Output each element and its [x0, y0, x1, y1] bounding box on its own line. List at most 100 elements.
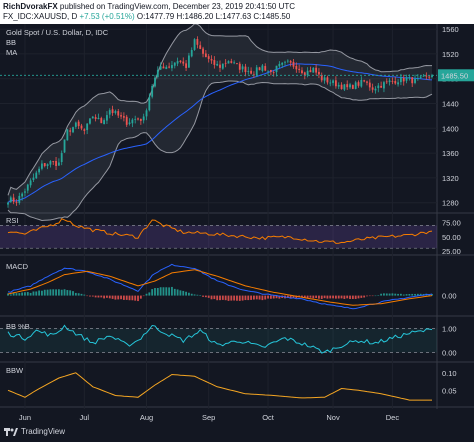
- candle-body: [159, 66, 162, 70]
- candle-body: [255, 67, 258, 76]
- macd-histogram-bar: [318, 295, 320, 299]
- candle-body: [301, 70, 303, 74]
- candle-body: [405, 77, 408, 81]
- macd-signal-line: [7, 269, 433, 306]
- macd-histogram-bar: [267, 295, 269, 299]
- candle-body: [278, 63, 281, 67]
- candle-body: [21, 193, 24, 197]
- price-tick-label: 1400: [442, 124, 459, 133]
- candle-body: [399, 76, 402, 83]
- candle-body: [94, 117, 97, 119]
- candle-body: [55, 160, 57, 166]
- candle-body: [275, 65, 278, 73]
- last-price-label: 1485.50: [441, 71, 468, 80]
- candle-body: [165, 66, 168, 70]
- candle-body: [431, 75, 433, 78]
- candle-body: [428, 76, 431, 78]
- candle-body: [368, 82, 371, 88]
- macd-histogram-bar: [86, 295, 89, 297]
- last-price-tag: [438, 69, 474, 82]
- macd-histogram-bar: [108, 295, 111, 299]
- pane-background: [0, 364, 436, 406]
- candle-body: [202, 48, 204, 54]
- candle-body: [74, 122, 77, 127]
- candle-body: [253, 74, 255, 76]
- macd-histogram-bar: [363, 295, 366, 298]
- macd-histogram-bar: [408, 294, 411, 296]
- macd-histogram-bar: [402, 294, 405, 296]
- macd-histogram-bar: [185, 291, 187, 296]
- candle-body: [199, 45, 202, 49]
- macd-histogram-bar: [366, 295, 368, 297]
- macd-histogram-bar: [60, 289, 63, 296]
- publish-info: published on TradingView.com, December 2…: [59, 2, 296, 11]
- rsi-title: RSI: [6, 216, 19, 225]
- macd-histogram-bar: [354, 295, 357, 299]
- candle-body: [43, 163, 46, 167]
- publish-header: RichDvorakFX published on TradingView.co…: [0, 0, 474, 24]
- rsi-tick-label: 25.00: [442, 247, 461, 256]
- bbw-tick-label: 0.10: [442, 369, 457, 378]
- macd-histogram-bar: [233, 295, 236, 301]
- macd-histogram-bar: [18, 293, 21, 296]
- pane-background: [0, 320, 436, 361]
- candle-body: [137, 118, 139, 120]
- macd-histogram-bar: [97, 295, 100, 298]
- candle-body: [210, 59, 213, 61]
- macd-histogram-bar: [89, 295, 91, 297]
- candle-body: [340, 84, 343, 90]
- macd-histogram-bar: [125, 295, 128, 300]
- candle-body: [52, 161, 55, 163]
- candle-body: [264, 66, 267, 71]
- macd-histogram-bar: [91, 295, 94, 297]
- candle-body: [326, 77, 329, 83]
- macd-histogram-bar: [227, 295, 230, 301]
- macd-histogram-bar: [187, 292, 190, 296]
- macd-histogram-bar: [80, 293, 83, 296]
- time-tick-label: Nov: [326, 413, 340, 422]
- macd-histogram-bar: [269, 295, 272, 299]
- macd-histogram-bar: [351, 295, 354, 299]
- macd-histogram-bar: [63, 289, 66, 296]
- ma-line: [7, 63, 433, 204]
- candle-body: [83, 129, 86, 131]
- candle-body: [419, 76, 422, 78]
- time-tick-label: Sep: [202, 413, 215, 422]
- candle-body: [142, 116, 145, 121]
- candle-body: [66, 129, 69, 141]
- candle-body: [402, 77, 405, 82]
- macd-histogram-bar: [383, 293, 385, 296]
- macd-histogram-bar: [134, 295, 137, 301]
- author-name[interactable]: RichDvorakFX: [3, 2, 58, 11]
- macd-histogram-bar: [179, 290, 182, 296]
- candle-body: [108, 110, 111, 115]
- candle-body: [145, 110, 148, 117]
- indicator-ma-label: MA: [6, 48, 17, 57]
- chart-svg[interactable]: 156015201480144014001360132012801485.50G…: [0, 24, 474, 427]
- macd-histogram-bar: [309, 295, 312, 298]
- candle-body: [57, 162, 60, 166]
- candle-body: [267, 70, 269, 72]
- macd-histogram-bar: [114, 295, 117, 300]
- candle-body: [332, 80, 334, 83]
- candle-body: [204, 53, 207, 57]
- macd-histogram-bar: [202, 295, 204, 297]
- candle-body: [216, 63, 219, 66]
- macd-histogram-bar: [264, 295, 267, 300]
- price-tick-label: 1520: [442, 50, 459, 59]
- macd-histogram-bar: [21, 292, 24, 296]
- candle-body: [416, 78, 419, 79]
- macd-histogram-bar: [57, 289, 60, 296]
- symbol-label: FX_IDC:XAUUSD, D: [3, 12, 78, 21]
- chart-title: Gold Spot / U.S. Dollar, D, IDC: [6, 28, 109, 37]
- candle-body: [60, 153, 63, 163]
- candle-body: [236, 63, 238, 65]
- macd-histogram-bar: [411, 293, 414, 296]
- price-tick-label: 1440: [442, 100, 459, 109]
- candle-body: [230, 61, 233, 63]
- candle-body: [315, 67, 318, 73]
- macd-histogram-bar: [32, 291, 35, 296]
- macd-histogram-bar: [154, 288, 156, 296]
- macd-histogram-bar: [131, 295, 134, 301]
- candle-body: [7, 202, 9, 205]
